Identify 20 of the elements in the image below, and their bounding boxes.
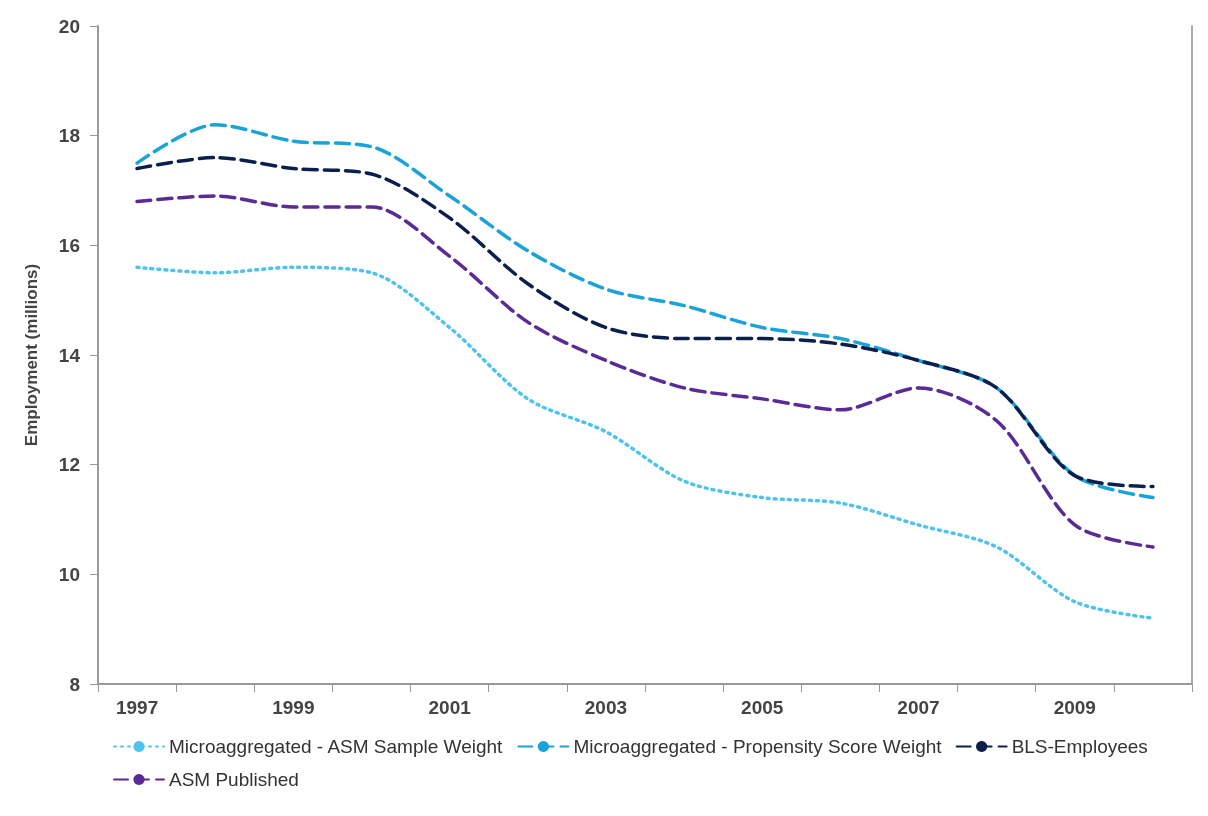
line-series	[135, 194, 1155, 549]
y-tick-label: 10	[58, 563, 80, 585]
x-tick-label: 2007	[897, 697, 940, 718]
y-tick-label: 18	[58, 125, 80, 147]
y-tick-label: 16	[58, 234, 80, 256]
x-tick-label: 1999	[272, 697, 315, 718]
x-tick-label: 2001	[428, 697, 472, 718]
legend-label: Microaggregated - Propensity Score Weight	[573, 736, 943, 757]
x-tick-label: 2003	[584, 697, 628, 718]
legend-label: BLS-Employees	[1011, 736, 1148, 757]
x-tick-label: 2005	[741, 697, 784, 718]
legend-label: ASM Published	[169, 769, 299, 790]
y-tick-label: 8	[69, 673, 80, 695]
legend-label: Microaggregated - ASM Sample Weight	[169, 736, 504, 757]
y-axis-title: Employment (millions)	[22, 263, 41, 447]
x-tick-label: 2009	[1053, 697, 1096, 718]
y-tick-label: 14	[58, 344, 81, 366]
x-tick-label: 1997	[115, 697, 159, 718]
y-tick-label: 20	[58, 15, 80, 37]
y-tick-label: 12	[58, 454, 80, 476]
